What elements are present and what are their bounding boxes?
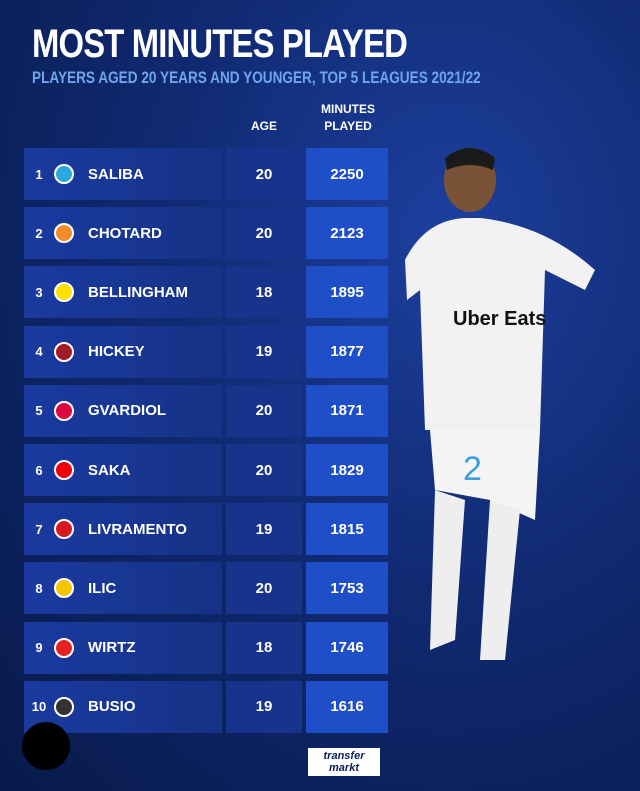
age-cell: 19 [226, 325, 302, 378]
age-cell: 20 [226, 562, 302, 615]
minutes-cell: 2123 [306, 207, 388, 260]
player-name: CHOTARD [88, 224, 162, 242]
table-row: 7 LIVRAMENTO 19 1815 [24, 503, 388, 556]
table-row: 2 CHOTARD 20 2123 [24, 207, 388, 260]
rank: 5 [35, 403, 43, 419]
transfermarkt-logo: transfer markt [308, 748, 380, 776]
minutes-cell: 1753 [306, 562, 388, 615]
shirt-number: 2 [463, 450, 482, 488]
club-logo-icon [54, 282, 74, 303]
table-row: 1 SALIBA 20 2250 [24, 148, 388, 200]
table-row: 10 BUSIO 19 1616 [24, 680, 388, 733]
player-name: SALIBA [88, 165, 144, 183]
rank: 4 [35, 344, 43, 360]
table-row: 4 HICKEY 19 1877 [24, 325, 388, 378]
page-subtitle: PLAYERS AGED 20 YEARS AND YOUNGER, TOP 5… [32, 68, 481, 87]
player-name: GVARDIOL [88, 402, 167, 420]
player-photo: Uber Eats 2 [405, 148, 595, 660]
player-cell: 6 SAKA [24, 444, 222, 496]
table-row: 3 BELLINGHAM 18 1895 [24, 266, 388, 319]
minutes-cell: 1829 [306, 444, 388, 496]
club-logo-icon [54, 164, 74, 184]
rank: 10 [31, 699, 47, 715]
club-logo-icon [54, 637, 74, 658]
age-cell: 20 [226, 207, 302, 260]
player-cell: 5 GVARDIOL [24, 384, 222, 437]
rank: 2 [35, 225, 43, 241]
table-row: 8 ILIC 20 1753 [24, 562, 388, 615]
age-cell: 20 [226, 148, 302, 200]
club-logo-icon [54, 460, 74, 480]
minutes-header: MINUTES PLAYED [321, 102, 375, 133]
minutes-cell: 1616 [306, 680, 388, 733]
minutes-cell: 1871 [306, 384, 388, 437]
rank: 6 [35, 462, 43, 478]
player-name: SAKA [88, 461, 131, 479]
minutes-cell: 2250 [306, 148, 388, 200]
player-name: BELLINGHAM [88, 283, 188, 301]
rank: 7 [35, 521, 43, 537]
player-name: HICKEY [88, 343, 145, 361]
table-row: 9 WIRTZ 18 1746 [24, 621, 388, 674]
minutes-cell: 1877 [306, 325, 388, 378]
player-cell: 2 CHOTARD [24, 207, 222, 260]
player-cell: 4 HICKEY [24, 325, 222, 378]
age-cell: 19 [226, 503, 302, 556]
player-cell: 1 SALIBA [24, 148, 222, 200]
club-logo-icon [54, 341, 74, 362]
rank: 9 [35, 640, 43, 656]
age-cell: 20 [226, 384, 302, 437]
player-name: ILIC [88, 579, 117, 597]
age-cell: 20 [226, 444, 302, 496]
avatar[interactable] [22, 722, 70, 770]
table-row: 5 GVARDIOL 20 1871 [24, 384, 388, 437]
player-name: BUSIO [88, 698, 136, 716]
minutes-cell: 1746 [306, 621, 388, 674]
table-row: 6 SAKA 20 1829 [24, 444, 388, 496]
club-logo-icon [54, 223, 74, 244]
age-cell: 19 [226, 680, 302, 733]
club-logo-icon [54, 400, 74, 421]
club-logo-icon [54, 696, 74, 717]
page-title: MOST MINUTES PLAYED [32, 22, 408, 66]
rank: 8 [35, 580, 43, 596]
age-header: AGE [250, 119, 277, 133]
player-name: WIRTZ [88, 639, 136, 657]
player-cell: 3 BELLINGHAM [24, 266, 222, 319]
player-cell: 7 LIVRAMENTO [24, 503, 222, 556]
minutes-cell: 1895 [306, 266, 388, 319]
club-logo-icon [54, 519, 74, 540]
player-cell: 8 ILIC [24, 562, 222, 615]
rank: 3 [35, 284, 43, 300]
minutes-cell: 1815 [306, 503, 388, 556]
rank: 1 [35, 166, 43, 182]
player-name: LIVRAMENTO [88, 520, 187, 538]
shirt-sponsor: Uber Eats [453, 308, 546, 330]
club-logo-icon [54, 578, 74, 599]
age-cell: 18 [226, 621, 302, 674]
age-cell: 18 [226, 266, 302, 319]
player-cell: 9 WIRTZ [24, 621, 222, 674]
